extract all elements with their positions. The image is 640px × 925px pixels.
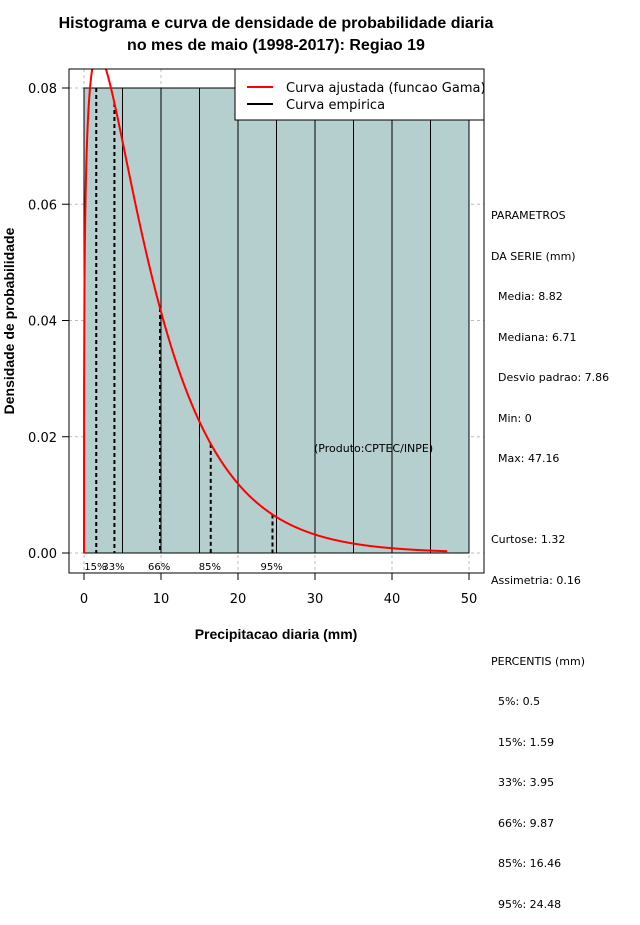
stats-header-2: DA SERIE (mm) bbox=[491, 249, 576, 263]
y-tick-label-0: 0.00 bbox=[28, 547, 57, 562]
stats-header-1: PARAMETROS bbox=[491, 209, 566, 222]
x-axis-title: Precipitacao diaria (mm) bbox=[195, 626, 358, 642]
x-axis: 0 10 20 30 40 50 bbox=[80, 573, 477, 607]
histogram-bar-5 bbox=[276, 87, 316, 554]
chart-subtitle: no mes de maio (1998-2017): Regiao 19 bbox=[127, 37, 425, 54]
percentil-66: 66%: 9.87 bbox=[498, 816, 555, 830]
percentile-label-95: 95% bbox=[260, 562, 282, 573]
histogram-bar-8 bbox=[391, 87, 431, 554]
stat-desvio: Desvio padrao: 7.86 bbox=[498, 371, 610, 384]
stat-mediana: Mediana: 6.71 bbox=[498, 330, 577, 344]
histogram-bar-1 bbox=[122, 87, 162, 554]
histogram-bar-7 bbox=[353, 87, 393, 554]
stat-min: Min: 0 bbox=[498, 411, 532, 425]
percentile-label-66: 66% bbox=[148, 562, 170, 573]
stat-max: Max: 47.16 bbox=[498, 452, 560, 465]
histogram-bar-3 bbox=[199, 87, 239, 554]
y-axis-title: Densidade de probabilidade bbox=[1, 227, 17, 414]
y-tick-label-1: 0.02 bbox=[28, 431, 57, 446]
stats-panel: PARAMETROS DA SERIE (mm) Media: 8.82 Med… bbox=[491, 182, 609, 925]
y-axis: 0.00 0.02 0.04 0.06 0.08 bbox=[28, 82, 69, 562]
product-credit: (Produto:CPTEC/INPE) bbox=[314, 442, 433, 455]
histogram-bar-0 bbox=[83, 87, 123, 554]
histogram-bar-4 bbox=[237, 87, 277, 554]
x-tick-label-2: 20 bbox=[230, 592, 247, 607]
x-tick-label-3: 30 bbox=[307, 592, 324, 607]
x-tick-label-4: 40 bbox=[384, 592, 401, 607]
histogram-bars bbox=[83, 87, 470, 554]
legend-label-fitted: Curva ajustada (funcao Gama) bbox=[286, 81, 486, 96]
percentile-label-33: 33% bbox=[102, 562, 124, 573]
legend: Curva ajustada (funcao Gama) Curva empir… bbox=[234, 68, 486, 121]
histogram-chart: Histograma e curva de densidade de proba… bbox=[1, 15, 494, 642]
y-tick-label-2: 0.04 bbox=[28, 315, 57, 330]
percentil-15: 15%: 1.59 bbox=[498, 735, 555, 749]
fitted-gamma-curve bbox=[83, 69, 448, 554]
stat-curtose: Curtose: 1.32 bbox=[491, 533, 566, 546]
legend-label-empirical: Curva empirica bbox=[286, 98, 385, 113]
percentis-header: PERCENTIS (mm) bbox=[491, 654, 585, 668]
legend-box bbox=[234, 68, 485, 121]
x-tick-label-1: 10 bbox=[153, 592, 170, 607]
percentile-label-85: 85% bbox=[199, 562, 221, 573]
chart-title: Histograma e curva de densidade de proba… bbox=[59, 15, 494, 32]
x-tick-label-5: 50 bbox=[461, 592, 478, 607]
percentil-85: 85%: 16.46 bbox=[498, 857, 562, 870]
histogram-bar-9 bbox=[430, 87, 470, 554]
percentil-95: 95%: 24.48 bbox=[498, 897, 562, 911]
percentil-5: 5%: 0.5 bbox=[498, 695, 541, 708]
percentile-lines: 15%33% 66% 85% 95% bbox=[84, 88, 283, 573]
y-tick-label-3: 0.06 bbox=[28, 198, 57, 213]
y-tick-label-4: 0.08 bbox=[28, 82, 57, 97]
stat-media: Media: 8.82 bbox=[498, 290, 563, 303]
stat-assimetria: Assimetria: 0.16 bbox=[491, 573, 581, 587]
percentil-33: 33%: 3.95 bbox=[498, 776, 555, 789]
histogram-bar-6 bbox=[314, 87, 354, 554]
percentile-label-15: 15% bbox=[84, 562, 106, 573]
x-tick-label-0: 0 bbox=[80, 592, 88, 607]
histogram-bar-2 bbox=[160, 87, 200, 554]
